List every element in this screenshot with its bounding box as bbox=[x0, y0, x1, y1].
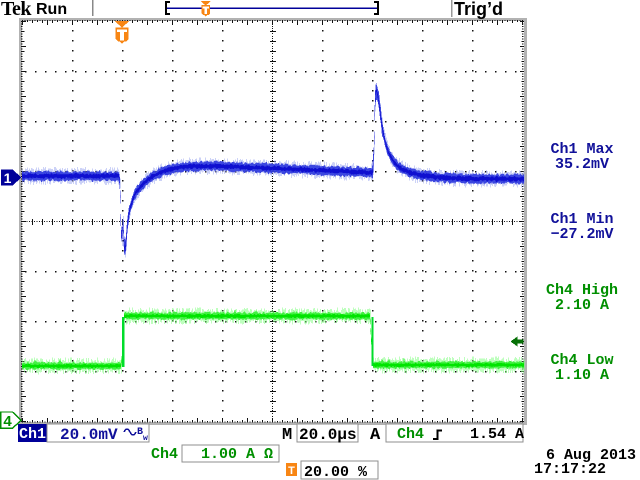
svg-text:−27.2mV: −27.2mV bbox=[550, 226, 613, 243]
svg-text:20.0µs: 20.0µs bbox=[299, 426, 357, 444]
svg-text:Ch1: Ch1 bbox=[19, 426, 46, 443]
svg-text:M: M bbox=[282, 426, 292, 445]
svg-text:A: A bbox=[370, 426, 381, 445]
svg-text:6 Aug 2013: 6 Aug 2013 bbox=[546, 447, 636, 464]
svg-text:Trig’d: Trig’d bbox=[454, 0, 503, 19]
svg-text:Run: Run bbox=[36, 1, 67, 18]
svg-text:Ch4 Low: Ch4 Low bbox=[550, 352, 613, 369]
svg-text:w: w bbox=[143, 434, 148, 443]
svg-text:Ch1 Min: Ch1 Min bbox=[550, 211, 613, 228]
svg-text:Tek: Tek bbox=[1, 0, 32, 20]
svg-text:1: 1 bbox=[4, 170, 12, 186]
svg-text:Ch4: Ch4 bbox=[397, 426, 424, 443]
svg-text:20.00 %: 20.00 % bbox=[304, 464, 368, 480]
svg-text:Ch4 High: Ch4 High bbox=[546, 282, 618, 299]
svg-text:B: B bbox=[137, 427, 143, 438]
svg-text:35.2mV: 35.2mV bbox=[555, 156, 609, 173]
svg-text:1.54 A: 1.54 A bbox=[470, 426, 524, 443]
svg-text:1.10 A: 1.10 A bbox=[555, 367, 609, 384]
svg-text:4: 4 bbox=[3, 413, 12, 430]
svg-text:Ch1 Max: Ch1 Max bbox=[550, 141, 613, 158]
svg-text:T: T bbox=[288, 465, 295, 477]
svg-text:1.00 A Ω: 1.00 A Ω bbox=[201, 446, 273, 463]
svg-text:2.10 A: 2.10 A bbox=[555, 297, 609, 314]
svg-text:17:17:22: 17:17:22 bbox=[534, 461, 606, 478]
svg-text:20.0mV: 20.0mV bbox=[60, 426, 118, 444]
svg-text:Ch4: Ch4 bbox=[151, 446, 178, 463]
